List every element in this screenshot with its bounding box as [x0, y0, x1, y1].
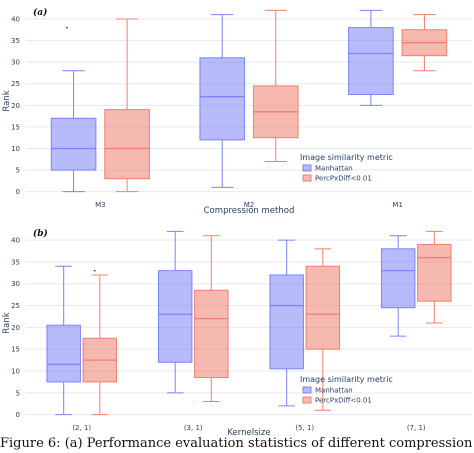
box-percpxdiff-1: [82, 269, 118, 416]
panel-label: (b): [33, 228, 48, 239]
box-iqr: [50, 117, 97, 171]
box-manhattan-2: [199, 14, 246, 188]
box-manhattan-1: [46, 265, 81, 416]
y-tick-label: 35: [11, 258, 20, 266]
legend-swatch: [302, 386, 312, 394]
box-percpxdiff-2: [194, 235, 229, 403]
x-tick-label: M2: [244, 201, 255, 209]
legend-swatch: [302, 164, 312, 172]
y-tick-label: 40: [11, 15, 20, 23]
box-percpxdiff-3: [305, 248, 341, 411]
x-tick-label: (5, 1): [295, 424, 314, 432]
box-iqr: [194, 289, 229, 379]
chart-panel-1: 0 5 10 15 20 25 30 35 40 M3 M2 M1 (a) Rank Compression…: [2, 7, 472, 216]
box-iqr: [417, 243, 452, 302]
y-axis-label: Rank: [2, 90, 12, 111]
box-iqr: [46, 324, 81, 383]
y-tick-label: 30: [11, 280, 20, 288]
outlier-point: [93, 269, 96, 272]
legend-item-label: PercPxDiff<0.01: [315, 397, 372, 405]
box-iqr: [104, 109, 150, 180]
legend-item-label: PercPxDiff<0.01: [315, 175, 372, 183]
x-tick-label: (3, 1): [184, 424, 203, 432]
legend-title: Image similarity metric: [300, 153, 393, 162]
box-iqr: [157, 270, 193, 363]
y-tick-label: 25: [11, 80, 20, 88]
y-tick-label: 5: [16, 167, 20, 175]
x-axis-label: Kernelsize: [227, 428, 270, 436]
box-percpxdiff-3: [401, 14, 448, 72]
legend-item-label: Manhattan: [315, 165, 353, 173]
legend-item-label: Manhattan: [315, 387, 353, 395]
x-tick-label: (7, 1): [407, 424, 426, 432]
box-iqr: [348, 27, 394, 96]
box-iqr: [199, 57, 246, 141]
legend-swatch: [302, 396, 312, 404]
outlier-point: [65, 26, 68, 29]
x-tick-label: (2, 1): [72, 424, 91, 432]
figure: 0 5 10 15 20 25 30 35 40 M3 M2 M1 (a) Rank Compression…: [2, 7, 472, 436]
box-manhattan-3: [269, 239, 304, 407]
box-percpxdiff-2: [252, 9, 299, 162]
y-tick-label: 25: [11, 302, 20, 310]
box-iqr: [269, 274, 304, 370]
legend: Image similarity metric Manhattan PercPxDi…: [300, 375, 393, 405]
x-axis-label: Compression method: [204, 206, 295, 216]
box-iqr: [380, 248, 416, 309]
box-percpxdiff-4: [417, 230, 452, 324]
y-tick-label: 20: [11, 324, 20, 332]
legend-swatch: [302, 174, 312, 182]
box-manhattan-4: [380, 235, 416, 337]
x-tick-label: M3: [95, 201, 106, 209]
panel-label: (a): [33, 7, 47, 18]
y-tick-label: 20: [11, 102, 20, 110]
box-manhattan-2: [157, 230, 193, 394]
legend-title: Image similarity metric: [300, 375, 393, 384]
y-axis-label: Rank: [2, 312, 12, 333]
figure-caption: Figure 6: (a) Performance evaluation sta…: [0, 436, 474, 451]
x-tick-label: M1: [392, 201, 403, 209]
y-tick-label: 10: [11, 145, 20, 153]
y-tick-label: 0: [16, 188, 20, 196]
y-tick-label: 15: [11, 346, 20, 354]
y-tick-label: 5: [16, 389, 20, 397]
box-manhattan-3: [348, 9, 394, 106]
y-tick-label: 35: [11, 37, 20, 45]
y-tick-label: 30: [11, 59, 20, 67]
y-tick-label: 15: [11, 123, 20, 131]
y-tick-label: 0: [16, 411, 20, 419]
legend: Image similarity metric Manhattan PercPxDi…: [300, 153, 393, 183]
y-tick-label: 10: [11, 368, 20, 376]
y-tick-label: 40: [11, 237, 20, 245]
box-iqr: [305, 265, 341, 350]
box-percpxdiff-1: [104, 18, 150, 193]
chart-panel-2: 0 5 10 15 20 25 30 35 40 (2, 1) (3, 1) (5, 1) (7, 1)…: [2, 228, 472, 436]
box-manhattan-1: [50, 26, 97, 193]
